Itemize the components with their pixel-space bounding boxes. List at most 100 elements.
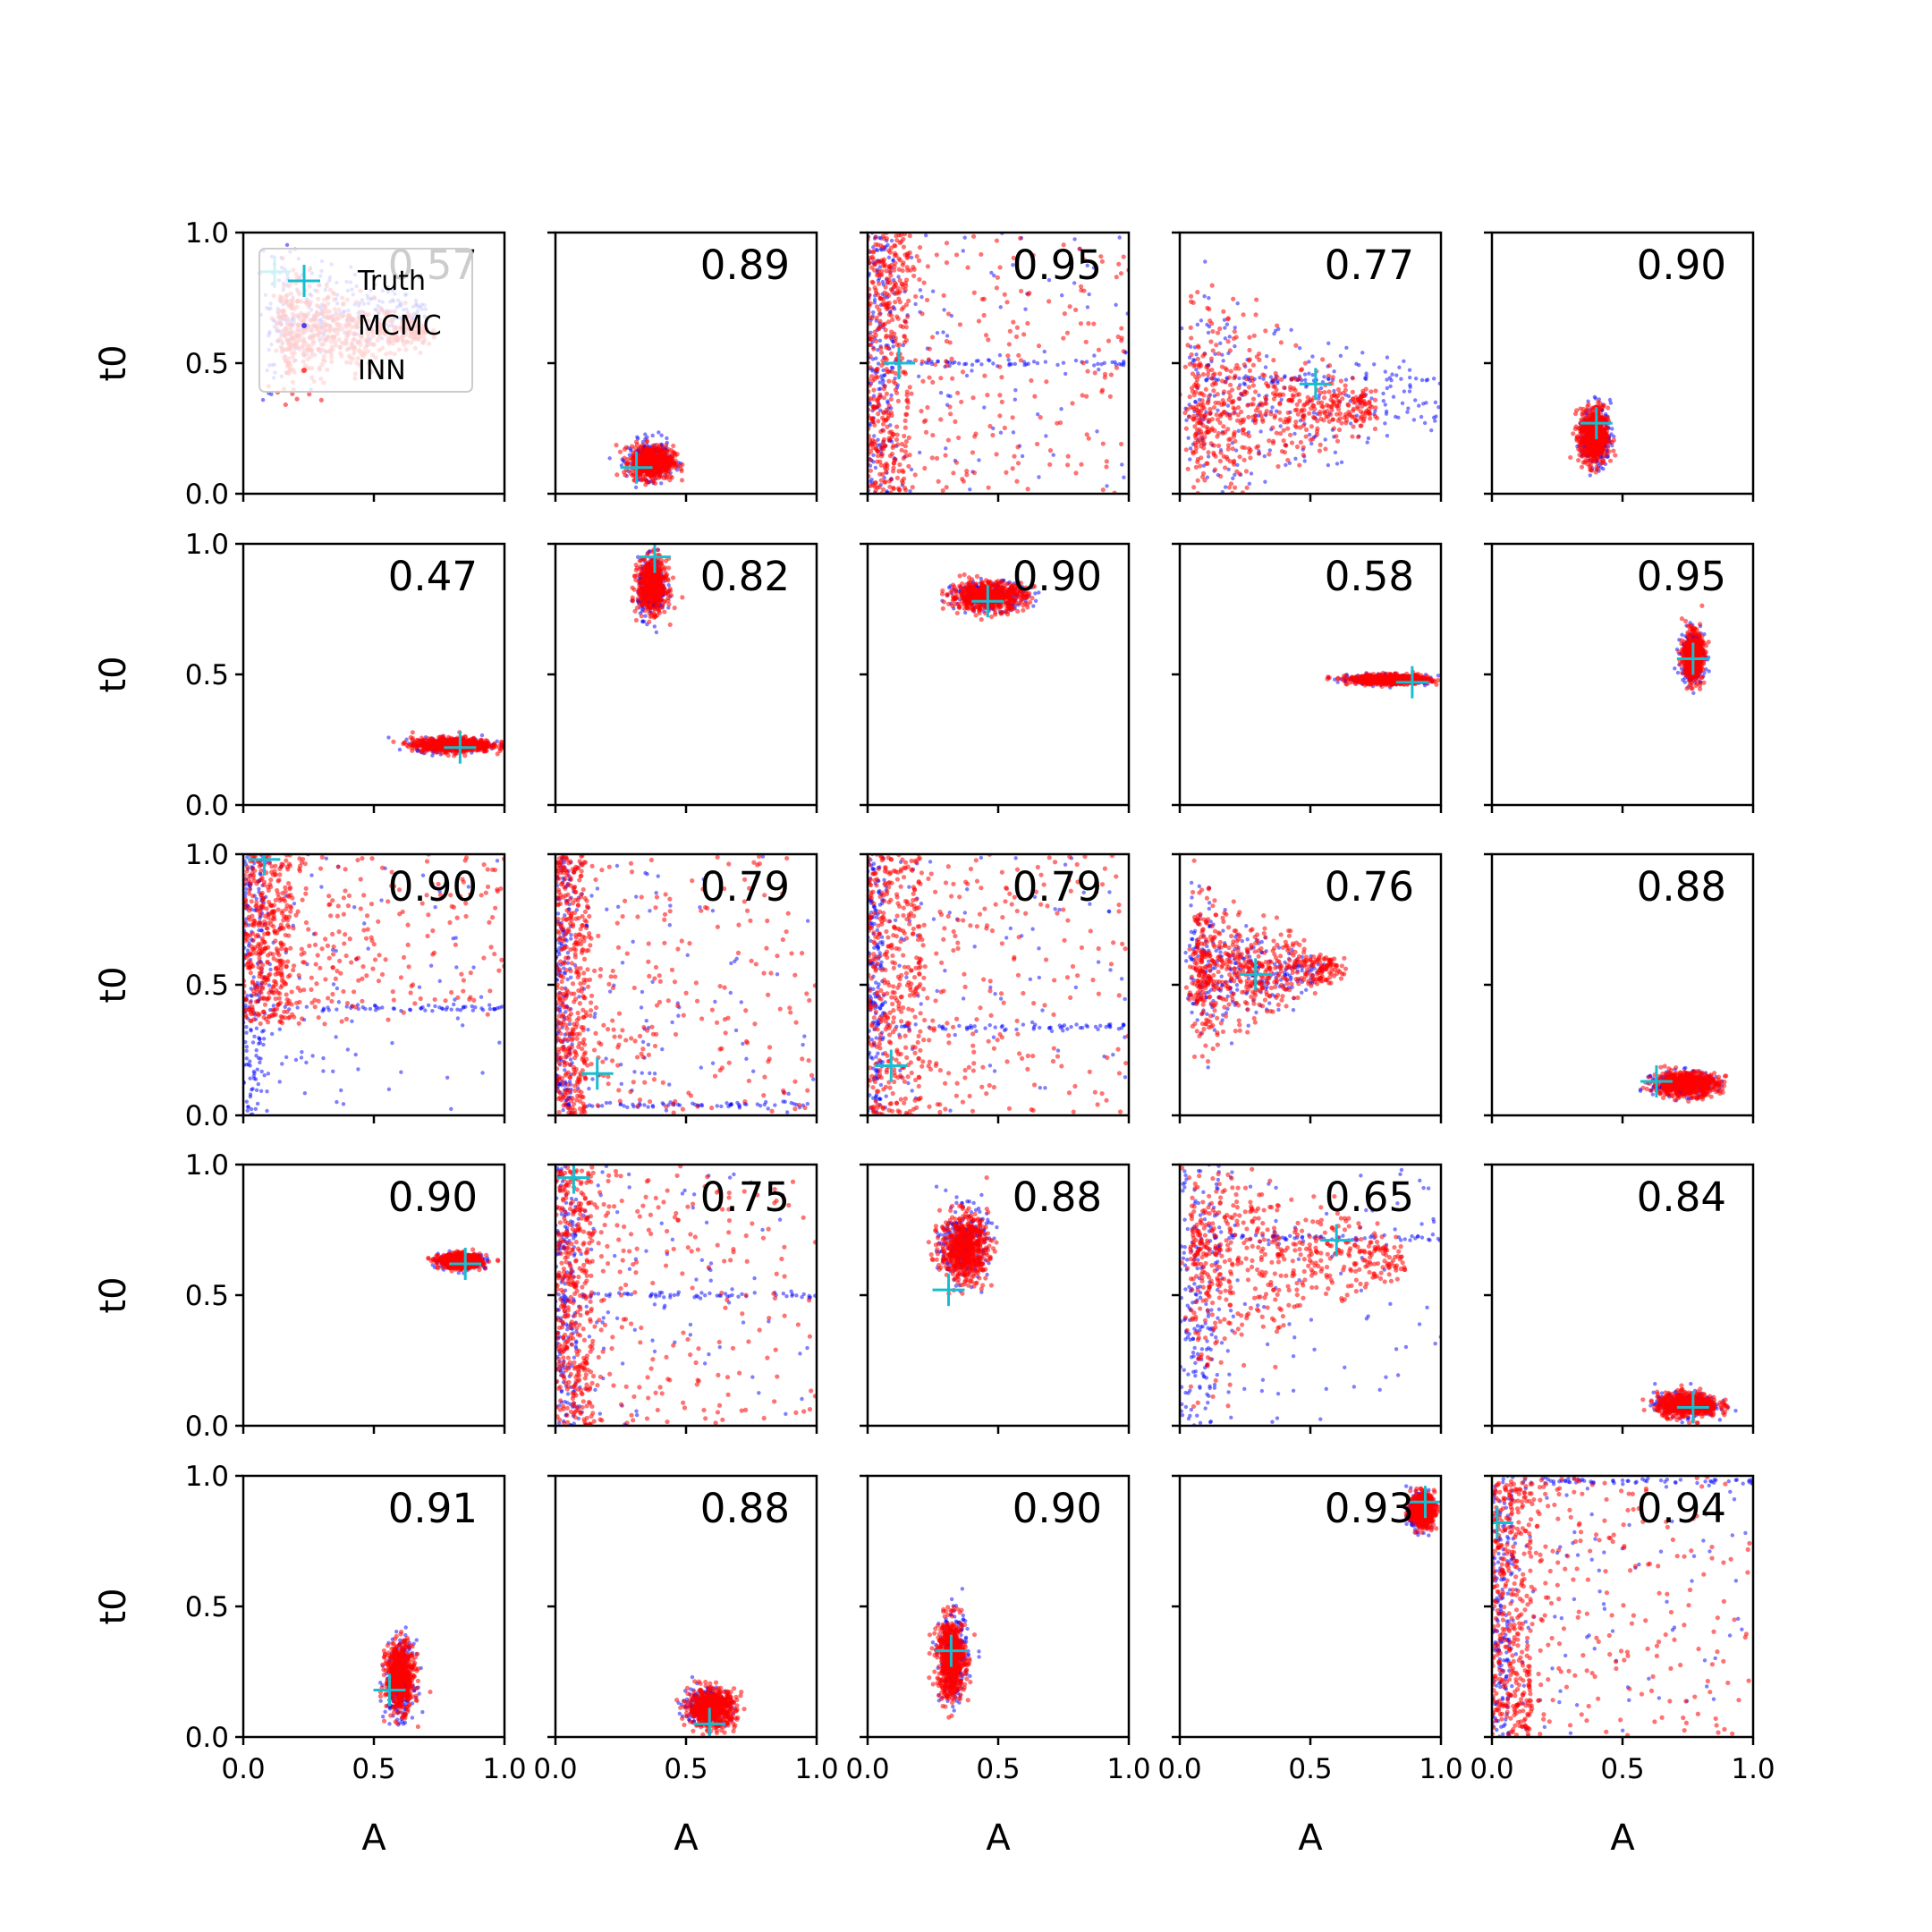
inn-point	[925, 404, 930, 411]
inn-point	[877, 296, 883, 301]
inn-point	[1590, 459, 1596, 464]
inn-point	[1233, 485, 1238, 490]
mcmc-point	[1051, 453, 1055, 457]
inn-point	[1277, 431, 1284, 436]
inn-point	[924, 297, 930, 303]
inn-point	[1197, 419, 1202, 426]
inn-point	[887, 429, 893, 436]
mcmc-point	[1339, 460, 1344, 464]
mcmc-point	[1060, 292, 1064, 298]
inn-point	[1235, 405, 1241, 411]
inn-point	[1293, 424, 1300, 430]
inn-point	[1198, 513, 1202, 518]
mcmc-point	[1293, 456, 1298, 461]
inn-point	[1208, 356, 1215, 361]
inn-point	[664, 474, 669, 479]
inn-point	[971, 470, 978, 476]
mcmc-point	[1332, 388, 1336, 394]
inn-point	[1217, 326, 1223, 332]
mcmc-point	[956, 361, 962, 366]
inn-point	[1350, 434, 1355, 439]
inn-point	[1582, 426, 1588, 431]
inn-point	[1266, 384, 1271, 389]
inn-point	[631, 472, 637, 478]
inn-point	[878, 478, 884, 483]
mcmc-point	[1224, 322, 1230, 326]
inn-point	[880, 421, 886, 427]
inn-point	[1250, 383, 1256, 388]
mcmc-point	[1407, 368, 1412, 372]
inn-point	[1206, 450, 1211, 455]
inn-point	[868, 321, 873, 326]
inn-point	[1244, 485, 1250, 490]
inn-point	[1096, 347, 1102, 352]
mcmc-point	[1207, 295, 1211, 301]
inn-point	[1585, 403, 1590, 409]
inn-point	[884, 268, 889, 274]
inn-point	[955, 390, 961, 395]
mcmc-point	[1348, 421, 1353, 426]
inn-point	[1301, 402, 1307, 408]
inn-point	[886, 413, 892, 419]
mcmc-point	[1191, 358, 1196, 362]
mcmc-point	[1235, 462, 1240, 468]
inn-point	[666, 452, 672, 457]
mcmc-point	[964, 373, 970, 378]
inn-point	[879, 452, 885, 457]
inn-point	[947, 340, 953, 345]
inn-point	[870, 403, 876, 410]
inn-point	[899, 239, 904, 244]
inn-point	[1315, 419, 1320, 424]
mcmc-point	[918, 288, 923, 292]
mcmc-point	[1307, 371, 1311, 376]
inn-point	[894, 238, 900, 243]
inn-point	[868, 457, 873, 462]
inn-point	[872, 422, 877, 428]
inn-point	[1301, 453, 1306, 458]
inn-point	[1203, 386, 1208, 392]
mcmc-point	[1204, 378, 1208, 383]
inn-point	[1210, 348, 1216, 353]
mcmc-point	[870, 369, 875, 373]
inn-point	[1611, 448, 1616, 453]
mcmc-point	[1257, 393, 1261, 398]
mcmc-point	[1408, 385, 1412, 389]
mcmc-point	[997, 352, 1003, 358]
mcmc-point	[1247, 481, 1252, 486]
inn-point	[1191, 300, 1196, 305]
inn-point	[1588, 429, 1593, 436]
inn-point	[1081, 288, 1087, 293]
inn-point	[670, 450, 676, 455]
inn-point	[919, 409, 924, 414]
inn-point	[1107, 394, 1113, 399]
inn-point	[890, 317, 895, 323]
inn-point	[1352, 414, 1357, 419]
mcmc-point	[872, 301, 877, 305]
inn-point	[1275, 374, 1280, 380]
inn-point	[1065, 462, 1071, 468]
inn-point	[654, 453, 659, 460]
inn-point	[1289, 398, 1294, 403]
inn-point	[1237, 471, 1242, 477]
mcmc-point	[1385, 433, 1390, 438]
mcmc-point	[877, 265, 883, 269]
inn-point	[1231, 398, 1236, 403]
inn-point	[1078, 321, 1084, 326]
inn-point	[869, 342, 874, 348]
mcmc-point	[989, 270, 994, 275]
inn-point	[1588, 410, 1593, 415]
inn-point	[631, 453, 636, 458]
inn-point	[926, 357, 931, 362]
inn-point	[652, 480, 658, 487]
inn-point	[1359, 423, 1364, 428]
inn-point	[901, 455, 906, 462]
inn-point	[877, 281, 882, 286]
inn-point	[873, 374, 879, 379]
inn-point	[1281, 428, 1286, 433]
inn-point	[1583, 457, 1589, 463]
inn-point	[1202, 352, 1208, 357]
inn-point	[893, 370, 898, 376]
inn-point	[1367, 400, 1372, 405]
inn-point	[1588, 467, 1593, 472]
